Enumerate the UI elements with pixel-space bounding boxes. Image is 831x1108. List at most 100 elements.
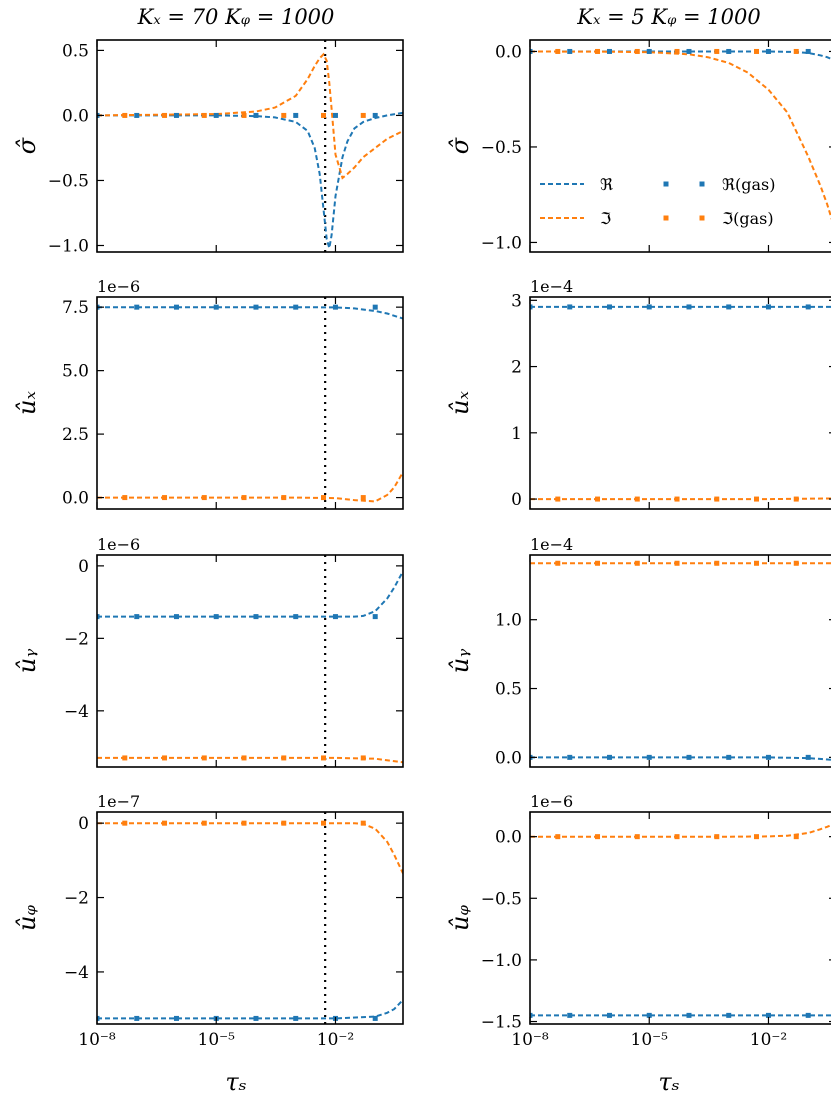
panel-r0-c1-ytick-label: −1.0 [481,233,522,253]
panel-r2-c0-real-line [97,570,403,618]
panel-r2-c1-real-gas-point [646,754,652,760]
panel-r0-c1-real-gas-point [567,48,573,54]
panel-r3-c1-real-gas-point [726,1012,732,1018]
x-axis-label-right: τₛ [658,1068,679,1096]
panel-r0-c0-real-gas-point [173,112,179,118]
panel-r0-c0-ytick-label: −1.0 [48,236,89,256]
panel-r1-c0-offset-text: 1e−6 [97,277,140,296]
panel-r3-c0-data [97,820,403,1021]
panel-r3-c0-xtick-label: 10⁻² [317,1030,354,1050]
panel-r1-c0-imag-gas-point [122,495,128,501]
panel-r3-c1-data [530,824,831,1018]
panel-r1-c1-imag-gas-point [793,496,799,502]
panel-r1-c0-ytick-label: 0.0 [62,489,89,509]
panel-r1-c0-real-gas-point [293,304,299,310]
panel-r3-c0-imag-gas-point [321,820,327,826]
panel-r0-c0-real-gas-point [293,112,299,118]
panel-r1-c0-ytick-label: 5.0 [62,362,89,382]
panel-r1-c1-imag-gas-point [555,496,561,502]
panel-r2-c1-imag-gas-point [793,560,799,566]
panel-r1-c0-real-gas-point [253,304,259,310]
panel-r1-c1-real-gas-point [530,304,533,310]
panel-r3-c1-offset-text: 1e−6 [530,792,573,811]
panel-r3-c0-ytick-label: −4 [64,963,89,983]
panel-r1-c0-real-gas-point [372,304,378,310]
panel-r0-c0-ylabel: σ̂ [13,137,41,154]
panel-r1-c0-imag-line [97,471,403,503]
panel-r1-c0-frame [96,296,404,510]
panel-r1-c1-real-gas-point [805,304,811,310]
leg-imag-gas-point [663,215,669,221]
panel-r0-c0-imag-gas-point [360,112,366,118]
panel-r1-c0-real-gas-point [173,304,179,310]
panel-r1-c1-ylabel: ûₓ [446,391,474,415]
panel-r2-c0-imag-gas-point [360,755,366,761]
panel-r1-c0-imag-gas-point [321,495,327,501]
panel-r0-c1-frame [529,39,831,253]
panel-r3-c0-ytick-label: 0 [78,814,89,834]
panel-r3-c1-real-gas-point [646,1012,652,1018]
panel-r2-c0-ytick-label: −4 [64,702,89,722]
panel-r0-c1-imag-gas-point [634,48,640,54]
panel-r2-c1-imag-gas-point [754,560,760,566]
panel-r2-c1-real-gas-point [686,754,692,760]
x-axis-label-left: τₛ [225,1068,246,1096]
panel-r0-c0-real-gas-point [134,112,140,118]
panel-r1-c1-imag-gas-point [714,496,720,502]
panel-r2-c0-frame [96,554,404,768]
panel-r1-c1: 3 2 1 0 1e−4 ûₓ [446,277,831,510]
panel-r0-c1-real-line [530,50,831,60]
panel-r2-c0-ytick-label: 0 [78,557,89,577]
panel-r3-c0-imag-gas-point [360,820,366,826]
panel-r2-c0-real-gas-point [173,614,179,620]
panel-r2-c0-imag-gas-point [321,755,327,761]
panel-r3-c1-xtick-label: 10⁻² [750,1030,787,1050]
panel-r0-c0-frame [96,39,404,253]
panel-r0-c1-real-gas-point [686,48,692,54]
panel-r1-c1-imag-gas-point [634,496,640,502]
panel-r2-c1-real-gas-point [726,754,732,760]
panel-r1-c0-real-line [97,306,403,320]
legend-real-gas-label: ℜ(gas) [722,175,776,194]
panel-r1-c1-imag-gas-point [595,496,601,502]
legend-imag-gas-markers [663,215,705,221]
panel-r0-c0-imag-gas-point [321,112,327,118]
panel-r3-c1-imag-gas-point [555,834,561,840]
panel-r2-c0-imag-gas-point [241,755,247,761]
panel-r3-c1-imag-gas-point [634,834,640,840]
panel-r2-c1-imag-gas-point [555,560,561,566]
panel-r1-c1-real-gas-point [606,304,612,310]
panel-r3-c1-real-gas-point [567,1012,573,1018]
panel-r3-c0-xtick-label: 10⁻⁸ [78,1030,116,1050]
panel-r0-c0-real-gas-point [372,112,378,118]
panel-r0-c1-imag-gas-point [793,48,799,54]
panel-r1-c1-frame [529,296,831,510]
panel-r3-c0-imag-gas-point [122,820,128,826]
panel-r2-c1-ytick-label: 1.0 [495,611,522,631]
panel-r1-c0: 7.5 5.0 2.5 0.0 1e−6 ûₓ [13,277,404,510]
panel-r3-c1-real-gas-point [606,1012,612,1018]
panel-r0-c1-imag-gas-point [595,48,601,54]
legend-imag-gas-label: ℑ(gas) [722,209,774,228]
leg-real-gas-point [699,181,705,187]
panel-r2-c1-offset-text: 1e−4 [530,535,573,554]
panel-r2-c0-ytick-label: −2 [64,629,89,649]
panel-r2-c1: 1.0 0.5 0.0 1e−4 ûᵧ [446,535,831,768]
panel-r0-c0-imag-gas-point [201,112,207,118]
panel-r1-c0-ytick-label: 7.5 [62,298,89,318]
panel-r3-c0-offset-text: 1e−7 [97,792,140,811]
panel-r3-c1-imag-gas-point [754,834,760,840]
column-title-left: Kₓ = 70 Kᵩ = 1000 [137,5,335,29]
panel-r1-c1-real-gas-point [567,304,573,310]
panel-r1-c1-real-gas-point [726,304,732,310]
panel-r2-c1-real-gas-point [606,754,612,760]
panel-r2-c1-imag-gas-point [674,560,680,566]
legend: ℜ ℜ(gas) ℑ ℑ(gas) [540,175,776,228]
panel-r3-c0-real-gas-point [372,1015,378,1021]
panel-r3-c1-real-gas-point [765,1012,771,1018]
panel-r3-c0-frame [96,811,404,1025]
panel-r3-c0-real-gas-point [173,1015,179,1021]
panel-r0-c0-imag-gas-point [162,112,168,118]
panel-r1-c1-data [530,304,831,502]
